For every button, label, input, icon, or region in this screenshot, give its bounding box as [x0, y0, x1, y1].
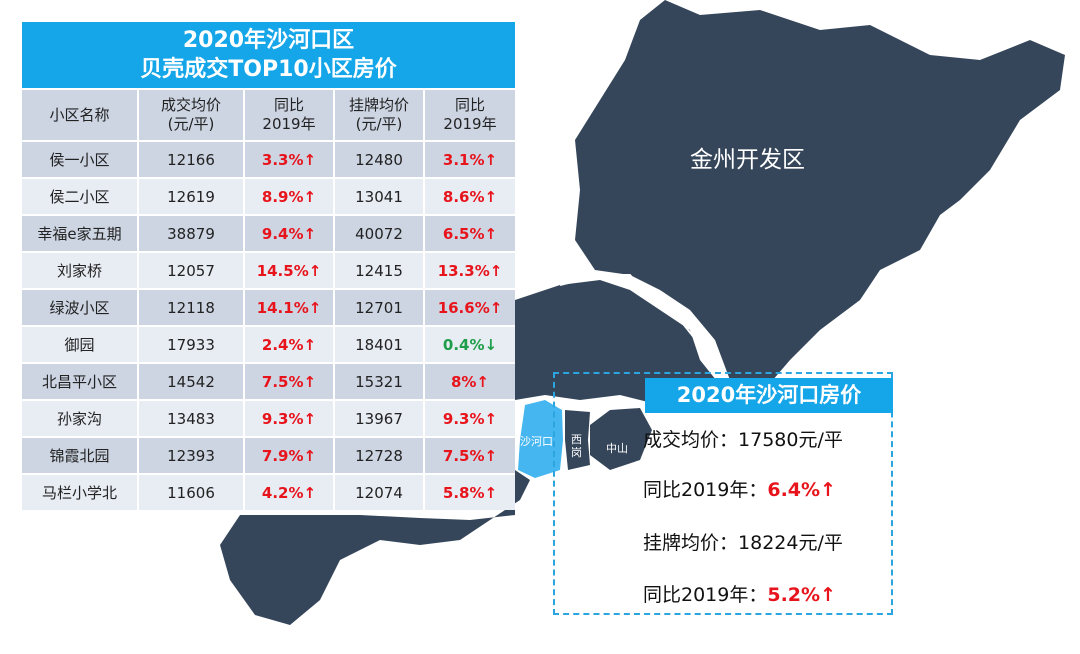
cell-deal-price: 13483	[139, 401, 243, 436]
cell-deal-yoy: 8.9%↑	[245, 179, 333, 214]
map-region-xigang	[565, 410, 590, 470]
summary-title: 2020年沙河口房价	[645, 378, 893, 413]
header-list-yoy: 同比 2019年	[425, 90, 515, 140]
cell-deal-price: 12118	[139, 290, 243, 325]
table-title-line1: 2020年沙河口区	[182, 28, 355, 53]
top10-table: 2020年沙河口区 贝壳成交TOP10小区房价 小区名称 成交均价 (元/平) 同…	[22, 22, 515, 512]
map-coast-line	[559, 274, 721, 386]
cell-name: 马栏小学北	[22, 475, 137, 510]
cell-name: 御园	[22, 327, 137, 362]
table-row: 幸福e家五期 38879 9.4%↑ 40072 6.5%↑	[22, 216, 515, 251]
table-row: 孙家沟 13483 9.3%↑ 13967 9.3%↑	[22, 401, 515, 436]
cell-list-yoy: 7.5%↑	[425, 438, 515, 473]
cell-list-yoy: 5.8%↑	[425, 475, 515, 510]
header-list-price: 挂牌均价 (元/平)	[335, 90, 423, 140]
cell-list-price: 12480	[335, 142, 423, 177]
map-region-jinzhou	[575, 0, 1065, 395]
summary-deal-price: 成交均价：17580元/平	[643, 429, 843, 451]
table-header-row: 小区名称 成交均价 (元/平) 同比 2019年 挂牌均价 (元/平) 同比 2019年	[22, 90, 515, 140]
cell-deal-yoy: 14.1%↑	[245, 290, 333, 325]
cell-deal-price: 38879	[139, 216, 243, 251]
table-row: 刘家桥 12057 14.5%↑ 12415 13.3%↑	[22, 253, 515, 288]
cell-name: 侯一小区	[22, 142, 137, 177]
cell-list-yoy: 9.3%↑	[425, 401, 515, 436]
table-title-line2: 贝壳成交TOP10小区房价	[140, 57, 397, 82]
map-region-shahekou	[518, 400, 563, 478]
cell-deal-price: 14542	[139, 364, 243, 399]
cell-deal-price: 12393	[139, 438, 243, 473]
table-row: 马栏小学北 11606 4.2%↑ 12074 5.8%↑	[22, 475, 515, 510]
cell-deal-yoy: 2.4%↑	[245, 327, 333, 362]
cell-deal-yoy: 9.3%↑	[245, 401, 333, 436]
cell-deal-price: 12166	[139, 142, 243, 177]
cell-list-yoy: 0.4%↓	[425, 327, 515, 362]
map-label-jinzhou: 金州开发区	[690, 147, 805, 173]
cell-list-yoy: 8.6%↑	[425, 179, 515, 214]
table-row: 御园 17933 2.4%↑ 18401 0.4%↓	[22, 327, 515, 362]
cell-list-price: 12415	[335, 253, 423, 288]
cell-deal-price: 17933	[139, 327, 243, 362]
cell-list-price: 13967	[335, 401, 423, 436]
cell-name: 北昌平小区	[22, 364, 137, 399]
cell-name: 刘家桥	[22, 253, 137, 288]
cell-list-price: 13041	[335, 179, 423, 214]
table-title: 2020年沙河口区 贝壳成交TOP10小区房价	[22, 22, 515, 88]
table-row: 锦霞北园 12393 7.9%↑ 12728 7.5%↑	[22, 438, 515, 473]
cell-deal-price: 11606	[139, 475, 243, 510]
table-row: 北昌平小区 14542 7.5%↑ 15321 8%↑	[22, 364, 515, 399]
cell-list-price: 12701	[335, 290, 423, 325]
map-label-shahekou: 沙河口	[520, 435, 553, 448]
map-label-xigang: 西岗	[571, 433, 582, 459]
cell-list-yoy: 16.6%↑	[425, 290, 515, 325]
map-region-zhongshan	[590, 408, 652, 470]
summary-list-yoy: 同比2019年：5.2%↑	[643, 584, 836, 606]
cell-name: 孙家沟	[22, 401, 137, 436]
cell-list-price: 12074	[335, 475, 423, 510]
cell-deal-yoy: 4.2%↑	[245, 475, 333, 510]
summary-box	[553, 372, 893, 615]
cell-deal-yoy: 9.4%↑	[245, 216, 333, 251]
table-row: 侯一小区 12166 3.3%↑ 12480 3.1%↑	[22, 142, 515, 177]
map-region-lushun	[220, 470, 530, 625]
cell-name: 绿波小区	[22, 290, 137, 325]
cell-list-yoy: 6.5%↑	[425, 216, 515, 251]
cell-list-yoy: 13.3%↑	[425, 253, 515, 288]
cell-list-yoy: 3.1%↑	[425, 142, 515, 177]
cell-list-price: 12728	[335, 438, 423, 473]
cell-deal-price: 12619	[139, 179, 243, 214]
cell-deal-price: 12057	[139, 253, 243, 288]
cell-deal-yoy: 3.3%↑	[245, 142, 333, 177]
table-row: 侯二小区 12619 8.9%↑ 13041 8.6%↑	[22, 179, 515, 214]
summary-deal-yoy: 同比2019年：6.4%↑	[643, 479, 836, 501]
cell-list-price: 18401	[335, 327, 423, 362]
cell-list-yoy: 8%↑	[425, 364, 515, 399]
cell-name: 侯二小区	[22, 179, 137, 214]
table-row: 绿波小区 12118 14.1%↑ 12701 16.6%↑	[22, 290, 515, 325]
cell-name: 幸福e家五期	[22, 216, 137, 251]
summary-list-price: 挂牌均价：18224元/平	[643, 532, 843, 554]
map-label-zhongshan: 中山	[606, 442, 628, 455]
cell-name: 锦霞北园	[22, 438, 137, 473]
cell-list-price: 40072	[335, 216, 423, 251]
cell-deal-yoy: 14.5%↑	[245, 253, 333, 288]
header-deal-yoy: 同比 2019年	[245, 90, 333, 140]
header-name: 小区名称	[22, 90, 137, 140]
cell-list-price: 15321	[335, 364, 423, 399]
cell-deal-yoy: 7.5%↑	[245, 364, 333, 399]
cell-deal-yoy: 7.9%↑	[245, 438, 333, 473]
header-deal-price: 成交均价 (元/平)	[139, 90, 243, 140]
